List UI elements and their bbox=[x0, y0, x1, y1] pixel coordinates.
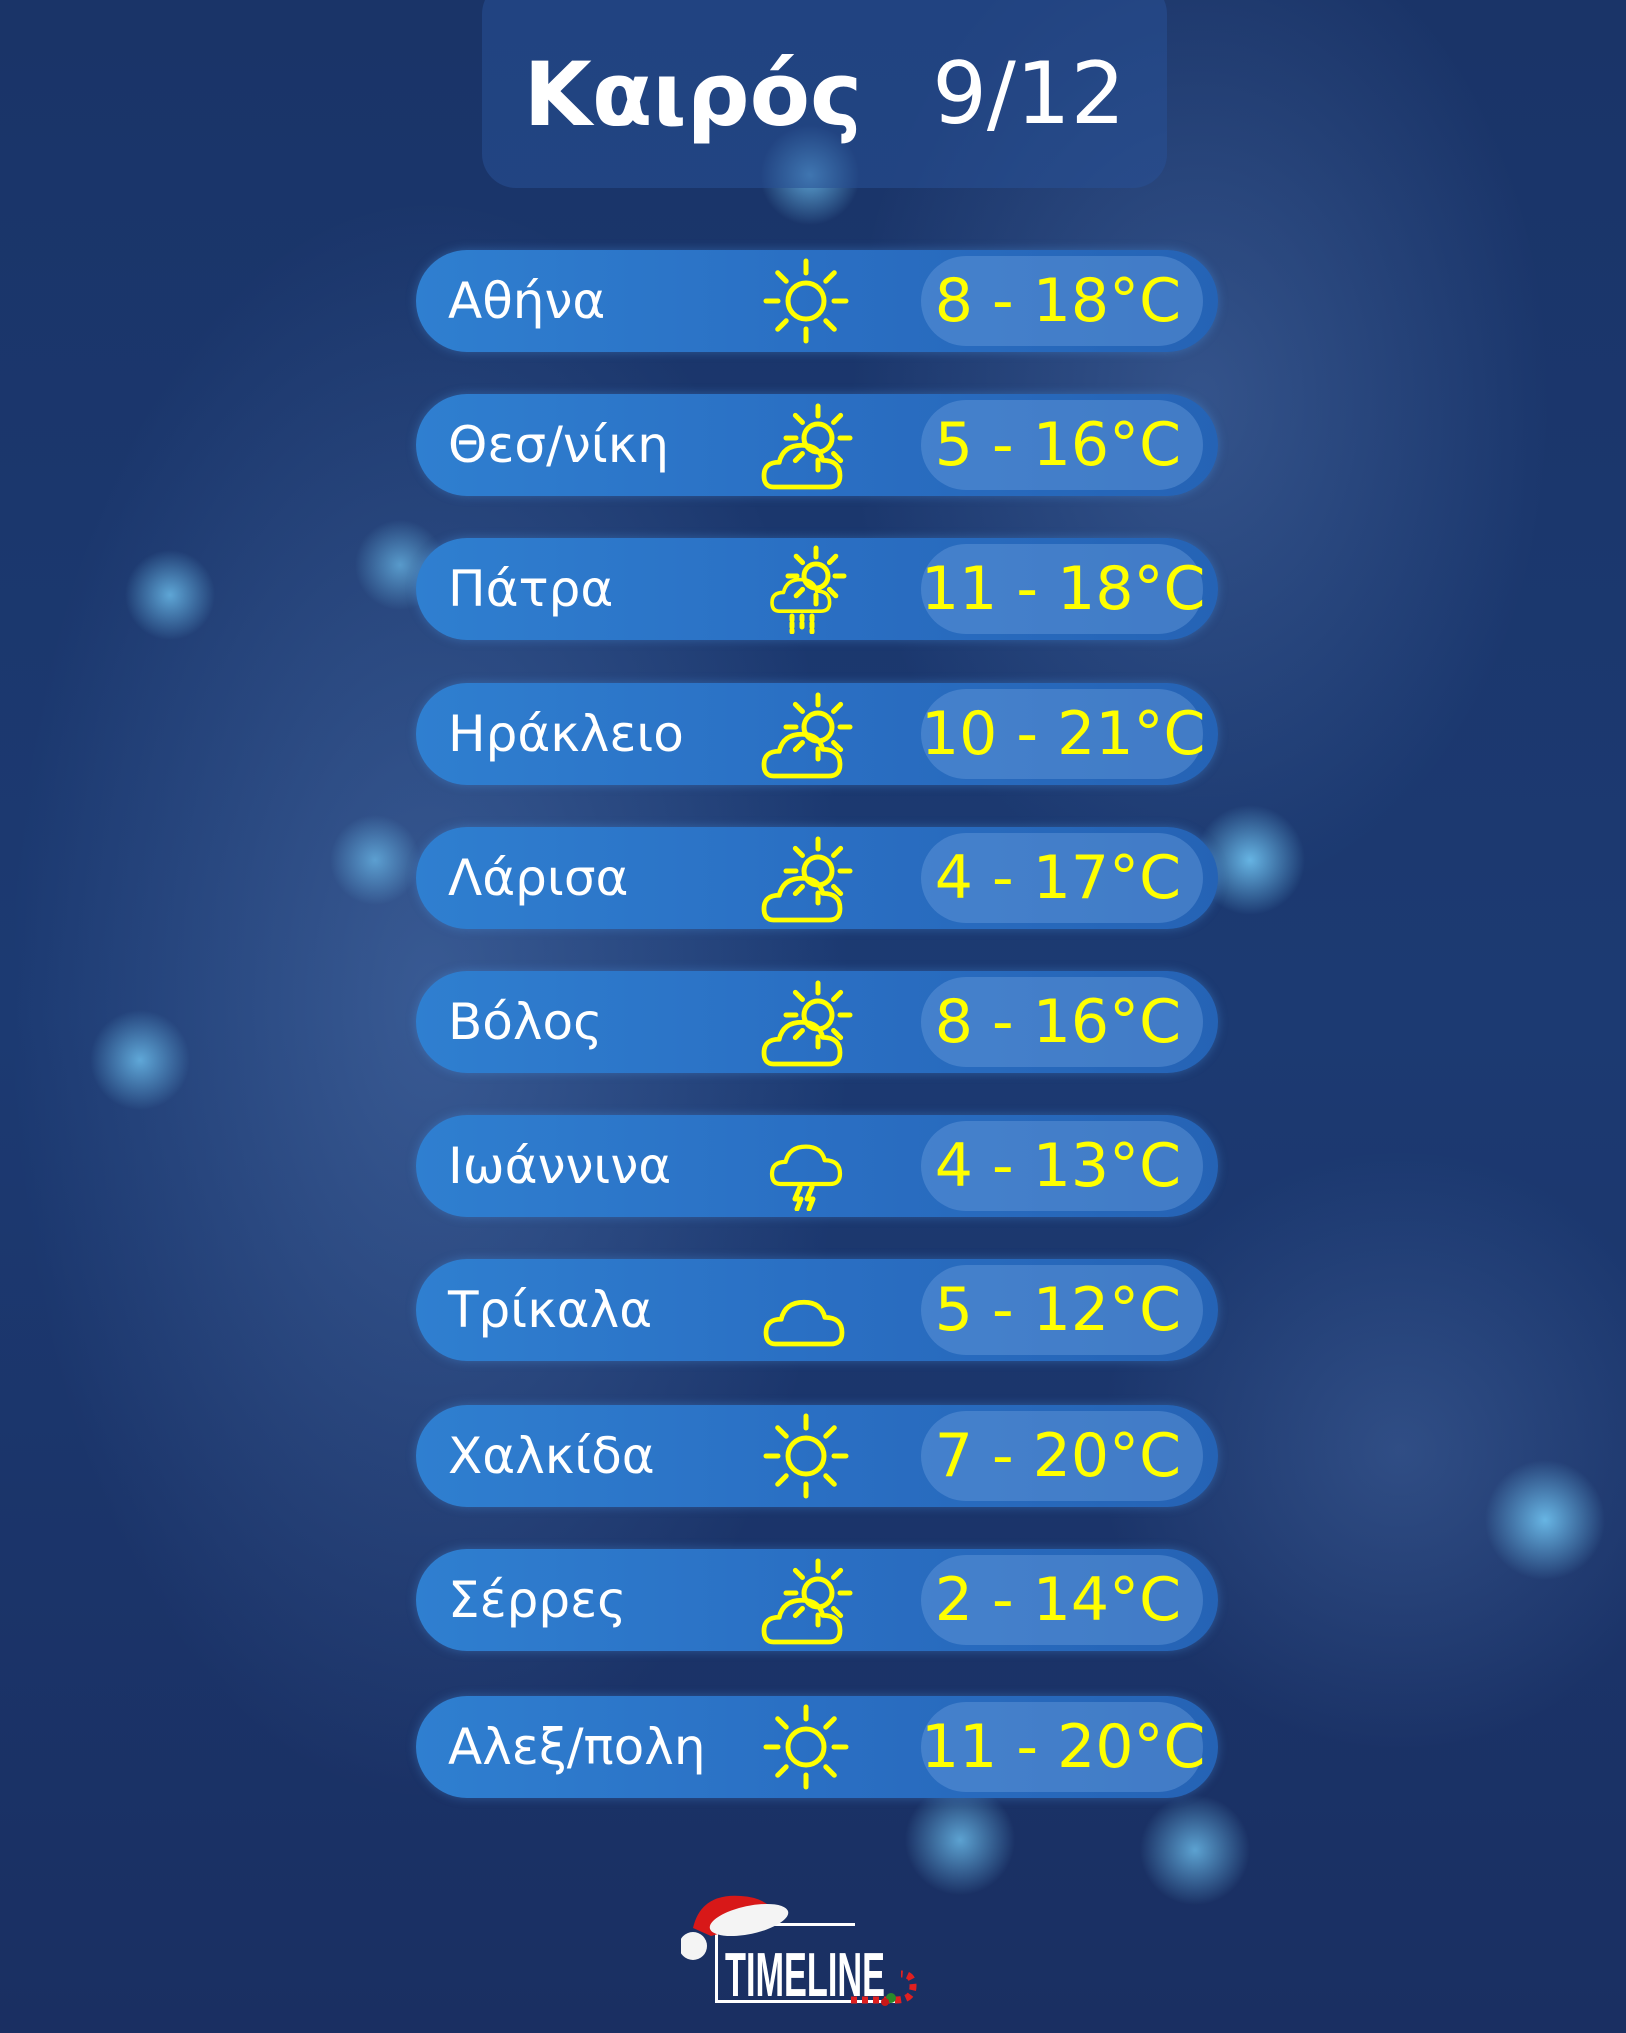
partly-cloudy-icon bbox=[761, 980, 853, 1067]
city-row: Πάτρα 11 - 18°C bbox=[416, 538, 1218, 640]
city-row: Ιωάννινα 4 - 13°C bbox=[416, 1115, 1218, 1217]
city-name: Χαλκίδα bbox=[448, 1427, 655, 1485]
partly-cloudy-icon bbox=[761, 836, 853, 923]
temperature-range: 5 - 16°C bbox=[921, 400, 1203, 490]
city-row: Χαλκίδα 7 - 20°C bbox=[416, 1405, 1218, 1507]
city-row: Αθήνα 8 - 18°C bbox=[416, 250, 1218, 352]
city-row: Αλεξ/πολη 11 - 20°C bbox=[416, 1696, 1218, 1798]
temperature-range: 4 - 17°C bbox=[921, 833, 1203, 923]
temperature-range: 11 - 18°C bbox=[921, 544, 1205, 634]
city-name: Σέρρες bbox=[448, 1571, 627, 1629]
partly-cloudy-icon bbox=[761, 1558, 853, 1645]
temperature-range: 8 - 18°C bbox=[921, 256, 1203, 346]
city-name: Αθήνα bbox=[448, 272, 606, 330]
city-row: Τρίκαλα 5 - 12°C bbox=[416, 1259, 1218, 1361]
date: 9/12 bbox=[932, 44, 1126, 144]
partly-cloudy-icon bbox=[761, 403, 853, 490]
city-row: Σέρρες 2 - 14°C bbox=[416, 1549, 1218, 1651]
city-name: Λάρισα bbox=[448, 849, 629, 907]
temperature-range: 5 - 12°C bbox=[921, 1265, 1203, 1355]
page-title: Καιρός bbox=[523, 42, 863, 146]
temperature-range: 8 - 16°C bbox=[921, 977, 1203, 1067]
cloud-icon bbox=[763, 1299, 845, 1347]
temperature-range: 4 - 13°C bbox=[921, 1121, 1203, 1211]
city-name: Θεσ/νίκη bbox=[448, 416, 669, 474]
city-name: Βόλος bbox=[448, 993, 603, 1051]
city-name: Ηράκλειο bbox=[448, 705, 684, 763]
thunderstorm-icon bbox=[769, 1144, 843, 1211]
svg-text:TIMELINE: TIMELINE bbox=[725, 1941, 885, 2008]
sun-icon bbox=[763, 1704, 849, 1790]
temperature-range: 2 - 14°C bbox=[921, 1555, 1203, 1645]
city-row: Θεσ/νίκη 5 - 16°C bbox=[416, 394, 1218, 496]
sun-icon bbox=[763, 1413, 849, 1499]
temperature-range: 10 - 21°C bbox=[921, 689, 1205, 779]
temperature-range: 7 - 20°C bbox=[921, 1411, 1203, 1501]
partly-cloudy-icon bbox=[761, 692, 853, 779]
city-row: Ηράκλειο 10 - 21°C bbox=[416, 683, 1218, 785]
city-name: Αλεξ/πολη bbox=[448, 1718, 706, 1776]
timeline-logo: TIMELINE bbox=[681, 1895, 917, 2008]
partly-cloudy-rain-icon bbox=[770, 545, 847, 634]
city-row: Λάρισα 4 - 17°C bbox=[416, 827, 1218, 929]
title-box: Καιρός 9/12 bbox=[482, 0, 1167, 188]
sun-icon bbox=[763, 258, 849, 344]
temperature-range: 11 - 20°C bbox=[921, 1702, 1205, 1792]
city-name: Τρίκαλα bbox=[448, 1281, 653, 1339]
city-name: Πάτρα bbox=[448, 560, 614, 618]
city-name: Ιωάννινα bbox=[448, 1137, 672, 1195]
city-row: Βόλος 8 - 16°C bbox=[416, 971, 1218, 1073]
